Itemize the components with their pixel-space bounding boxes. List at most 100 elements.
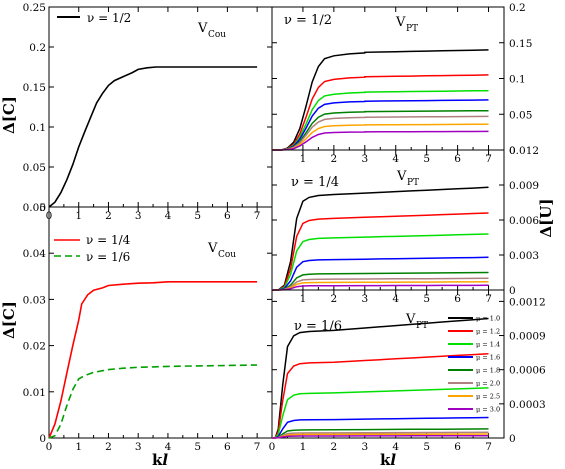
x-tick-label: 3 [361,293,368,305]
series-line [48,364,258,439]
y-tick-label: 0.01 [23,387,46,399]
legend-label: μ = 3.0 [476,406,500,414]
series-line-mu [272,434,489,439]
x-tick-label: 6 [454,441,461,453]
annotation: V [396,169,407,184]
panel-middle-right: 1 2 3 4 5 6 7 0 0.003 0.006 0.009 0.012 ν = 1/4 V PT Δ[… [271,145,555,305]
x-tick-label: 2 [331,441,338,453]
y-tick-label: 0.03 [23,294,46,306]
x-tick-label: 7 [485,153,492,165]
series-line-mu [272,277,489,291]
x-tick-label: 2 [331,293,338,305]
x-tick-label: 4 [165,210,172,222]
annotation: V [207,241,218,256]
y-tick-label: 0.2 [29,42,46,54]
series-line-mu [272,130,489,151]
x-tick-label: 0 [46,441,53,453]
legend-label: μ = 1.0 [476,315,500,323]
series-line-mu [272,49,489,151]
series-line-mu [272,317,489,439]
y-tick-label: 0.0009 [509,331,546,343]
series-line-mu [272,284,489,291]
x-tick-label: 0 [269,441,276,453]
annotation: V [197,21,208,36]
y-tick-label: 0.04 [23,248,47,260]
x-tick-label: 7 [485,293,492,305]
x-tick-label: 5 [423,293,430,305]
x-tick-label: 1 [300,441,307,453]
y-tick-label: 0.05 [509,109,532,121]
series-line-mu [272,74,489,151]
y-tick-label: 0.0012 [509,296,546,308]
x-tick-label: 4 [392,153,399,165]
x-tick-label: 7 [485,441,492,453]
y-tick-label: 0.0003 [509,399,546,411]
legend-label: μ = 1.8 [476,367,500,375]
x-tick-label: 3 [135,210,142,222]
series-line-mu [272,387,489,439]
annotation-sub: Cou [218,250,236,260]
x-tick-label: 6 [224,441,231,453]
y-tick-label: 0 [509,145,516,157]
x-tick-label: 4 [165,441,172,453]
series-line-mu [272,233,489,291]
annotation: V [405,312,416,327]
x-tick-label: 3 [361,441,368,453]
y-axis-label: Δ[U] [537,199,555,238]
series-line-mu [272,271,489,291]
annotation-sub: PT [416,321,428,331]
series-line-mu [272,89,489,151]
y-tick-label: 0.012 [509,145,539,157]
panel-top-right: 1 2 3 4 5 6 7 0 0.05 0.1 0.15 0.2 ν = 1/2 V PT [271,2,532,165]
y-tick-label: 0.15 [23,82,46,94]
legend-label: ν = 1/4 [86,233,131,247]
x-tick-label: 3 [361,153,368,165]
x-axis-label: kl [380,451,396,469]
panel-bottom-left: 0 1 2 3 4 5 6 700.010.020.030.040.05ν = 1/4ν = … [0,202,273,469]
series-line [48,66,258,208]
y-tick-label: 0 [509,285,516,297]
legend-label: ν = 1/6 [86,250,130,264]
series-line-mu [272,353,489,439]
x-tick-label: 5 [194,210,201,222]
y-tick-label: 0.05 [23,202,46,214]
y-tick-label: 0.15 [509,38,532,50]
x-tick-label: 2 [331,153,338,165]
panel-bottom-right: 0 1 2 3 4 5 6 7 0 0.0003 0.0006 0.0009 0.0012 ν = 1/6… [269,289,546,469]
y-tick-label: 0.02 [23,341,46,353]
x-tick-label: 2 [105,210,112,222]
plot-frame [48,6,273,208]
x-axis-label: kl [152,451,168,469]
legend-label: μ = 1.2 [476,328,500,336]
plot-frame [48,206,273,439]
x-tick-label: 4 [392,293,399,305]
y-tick-label: 0.25 [23,2,46,14]
y-axis-label: Δ[C] [0,301,18,339]
y-tick-label: 0.05 [23,162,46,174]
y-tick-label: 0.2 [509,2,526,14]
annotation-sub: PT [406,24,418,34]
y-tick-label: 0.009 [509,180,539,192]
annotation-sub: PT [407,178,419,188]
series-line-mu [272,115,489,151]
plot-frame [271,6,505,151]
x-tick-label: 7 [254,441,261,453]
plot-frame [271,289,505,439]
legend-label: μ = 1.6 [476,354,500,362]
series-line-mu [272,428,489,439]
x-tick-label: 1 [300,153,307,165]
series-line-mu [272,212,489,291]
series-line-mu [272,123,489,151]
x-tick-label: 6 [224,210,231,222]
series-line-mu [272,281,489,291]
y-tick-label: 0.1 [29,122,46,134]
x-tick-label: 5 [423,153,430,165]
series-line-mu [272,416,489,439]
plot-frame [271,149,505,291]
panel-label: ν = 1/2 [284,13,332,28]
y-tick-label: 0.1 [509,74,526,86]
x-tick-label: 1 [75,210,82,222]
legend-label: μ = 1.4 [476,341,500,349]
x-tick-label: 4 [392,441,399,453]
